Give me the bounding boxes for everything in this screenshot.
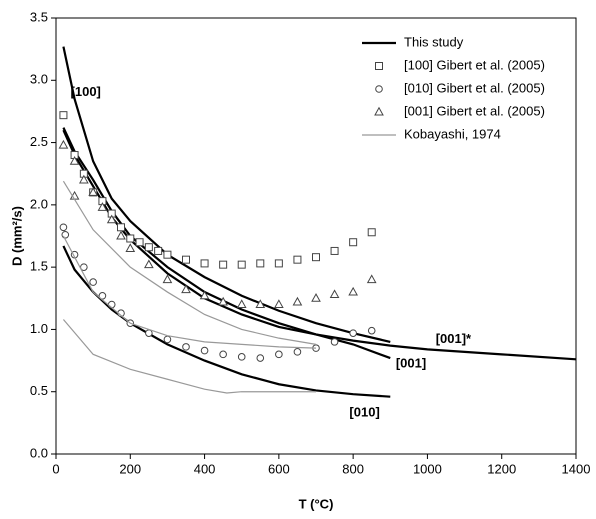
marker-triangle	[348, 286, 358, 296]
marker-circle	[200, 346, 209, 355]
y-tick-label: 0.0	[30, 445, 48, 460]
marker-square	[367, 228, 376, 237]
marker-triangle	[311, 293, 321, 302]
marker-square	[312, 253, 320, 262]
y-tick-label: 2.0	[30, 196, 48, 211]
y-tick-label: 0.5	[30, 383, 48, 398]
marker-triangle	[58, 139, 69, 149]
marker-circle	[61, 230, 70, 239]
marker-square	[274, 259, 283, 268]
x-tick-label: 400	[194, 461, 216, 476]
x-tick-label: 0	[52, 461, 59, 476]
curve-label: [001]*	[436, 331, 472, 346]
marker-triangle	[199, 290, 210, 300]
marker-square	[219, 260, 228, 269]
marker-circle	[219, 350, 227, 359]
marker-triangle	[255, 299, 266, 309]
marker-square	[154, 246, 163, 255]
x-tick-label: 200	[119, 461, 141, 476]
marker-square	[200, 259, 209, 268]
y-tick-label: 2.5	[30, 134, 48, 149]
marker-square	[237, 260, 246, 269]
marker-square	[144, 243, 153, 252]
marker-square	[349, 238, 358, 247]
marker-square	[182, 255, 190, 264]
legend-swatch	[375, 62, 383, 70]
marker-circle	[237, 353, 246, 361]
marker-circle	[256, 354, 265, 362]
marker-circle	[330, 338, 339, 346]
y-axis-label: D (mm²/s)	[9, 206, 24, 266]
legend-swatch	[374, 106, 384, 116]
curve	[62, 129, 577, 361]
marker-circle	[107, 300, 116, 309]
marker-triangle	[218, 296, 228, 306]
marker-square	[59, 111, 68, 120]
marker-triangle	[69, 156, 80, 165]
plot-frame	[55, 17, 577, 455]
marker-circle	[182, 343, 190, 351]
legend-label: This study	[404, 34, 464, 49]
marker-triangle	[329, 289, 340, 299]
marker-circle	[275, 350, 283, 359]
legend-label: [001] Gibert et al. (2005)	[404, 103, 545, 118]
x-tick-label: 800	[342, 461, 364, 476]
marker-circle	[293, 348, 302, 356]
x-tick-label: 1000	[413, 461, 442, 476]
y-tick-label: 1.0	[30, 321, 48, 336]
curve-label: [100]	[71, 84, 101, 99]
marker-square	[256, 259, 265, 268]
marker-triangle	[181, 284, 191, 294]
marker-circle	[367, 326, 376, 335]
x-tick-label: 1200	[487, 461, 516, 476]
marker-triangle	[162, 274, 173, 284]
marker-triangle	[116, 230, 126, 240]
marker-triangle	[88, 187, 98, 196]
y-tick-label: 3.5	[30, 9, 48, 24]
marker-triangle	[79, 174, 89, 184]
marker-triangle	[292, 296, 303, 306]
curve-label: [001]	[396, 356, 426, 371]
marker-square	[330, 246, 339, 255]
marker-triangle	[366, 274, 377, 284]
x-axis-label: T (°C)	[299, 496, 334, 511]
marker-square	[117, 223, 125, 232]
marker-circle	[163, 335, 172, 344]
marker-circle	[349, 329, 357, 337]
y-tick-label: 1.5	[30, 259, 48, 274]
marker-circle	[145, 329, 153, 337]
marker-square	[293, 255, 302, 264]
legend-label: [100] Gibert et al. (2005)	[404, 57, 545, 72]
y-tick-label: 3.0	[30, 72, 48, 87]
marker-triangle	[236, 299, 247, 309]
curve	[62, 46, 391, 343]
curve	[62, 127, 391, 360]
marker-triangle	[274, 299, 284, 309]
curve	[62, 319, 316, 394]
curve	[62, 245, 391, 398]
marker-triangle	[144, 259, 154, 269]
marker-triangle	[97, 202, 108, 211]
curve-label: [010]	[349, 404, 379, 419]
marker-circle	[89, 278, 97, 286]
marker-square	[126, 234, 135, 243]
x-tick-label: 1400	[562, 461, 591, 476]
legend-swatch	[375, 85, 383, 93]
marker-square	[163, 250, 172, 259]
marker-square	[135, 238, 144, 247]
marker-triangle	[125, 243, 136, 252]
curve	[62, 180, 317, 345]
marker-circle	[59, 223, 68, 232]
legend-label: [010] Gibert et al. (2005)	[404, 80, 545, 95]
legend-label: Kobayashi, 1974	[404, 126, 501, 141]
x-tick-label: 600	[268, 461, 290, 476]
marker-triangle	[106, 214, 117, 224]
curve	[62, 235, 317, 349]
